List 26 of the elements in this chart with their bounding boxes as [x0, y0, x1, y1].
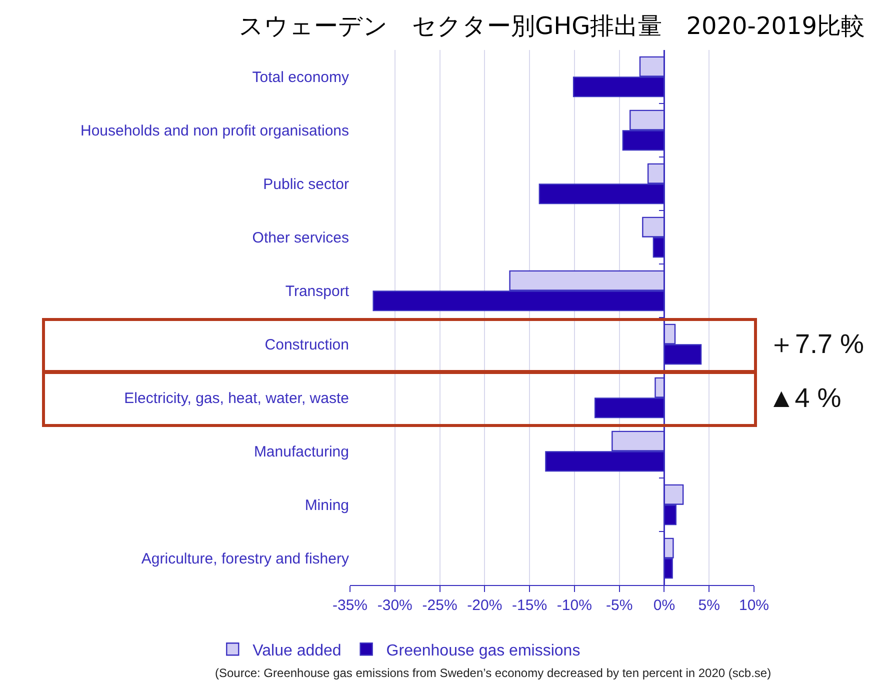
text: (Source: Greenhouse gas emissions from Sweden’s economy decreased by ten percent in 2020 (scb.se): [215, 666, 772, 680]
legend-label: Greenhouse gas emissions: [386, 642, 580, 660]
legend-label: Value added: [252, 642, 342, 660]
text: ＋7.7 %: [768, 329, 864, 359]
x-tick-label: -15%: [512, 597, 548, 614]
x-tick-label: 5%: [698, 597, 720, 614]
y-tick-label: Construction: [264, 336, 349, 354]
y-tick-label: Electricity, gas, heat, water, waste: [124, 390, 349, 407]
y-tick-label: Mining: [304, 497, 349, 514]
y-tick-label: Transport: [285, 283, 350, 300]
x-tick-label: -20%: [467, 597, 502, 614]
x-tick-label: -10%: [556, 597, 592, 614]
y-tick-label: Total economy: [252, 69, 350, 86]
x-tick-label: -30%: [377, 597, 412, 614]
x-tick-label: -5%: [606, 597, 633, 614]
y-tick-label: Agriculture, forestry and fishery: [141, 550, 350, 568]
x-tick-label: -35%: [332, 597, 368, 614]
y-tick-label: Public sector: [263, 176, 349, 193]
y-tick-label: Other services: [252, 230, 349, 246]
x-tick-label: 0%: [653, 597, 676, 614]
y-tick-label: Manufacturing: [254, 444, 349, 460]
x-tick-label: -25%: [422, 597, 458, 614]
x-tick-label: 10%: [738, 597, 770, 614]
text: ▲4 %: [768, 383, 842, 413]
chart-title: スウェーデン セクター別GHG排出量 2020-2019比較: [238, 12, 866, 40]
y-tick-label: Households and non profit organisations: [80, 122, 349, 140]
